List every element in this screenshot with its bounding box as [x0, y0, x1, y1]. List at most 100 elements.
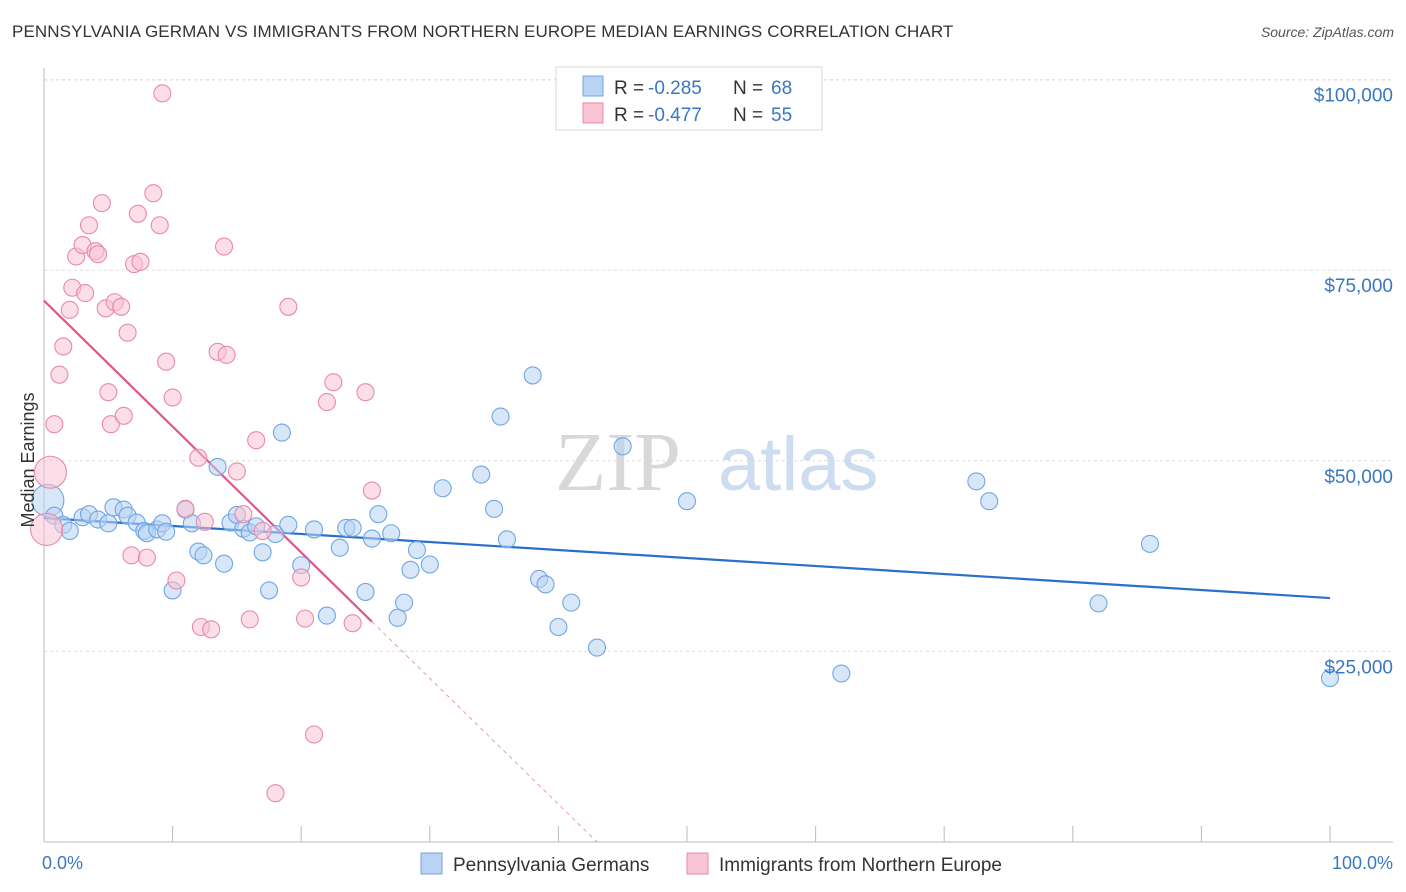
y-tick-label: $50,000 — [1324, 467, 1393, 488]
data-point — [279, 297, 298, 316]
data-point — [30, 512, 64, 546]
data-point — [613, 437, 632, 456]
y-tick-labels: $25,000 $50,000 $75,000 $100,000 — [1314, 86, 1393, 679]
data-point — [112, 297, 131, 316]
data-point — [60, 300, 79, 319]
data-point — [523, 366, 542, 385]
data-point — [305, 725, 324, 744]
data-point — [343, 518, 362, 537]
data-point — [272, 423, 291, 442]
data-point — [253, 543, 272, 562]
y-axis-label: Median Earnings — [18, 392, 38, 527]
stats-legend: R = -0.285 N = 68 R = -0.477 N = 55 — [555, 66, 823, 131]
data-point — [388, 608, 407, 627]
stats-legend-swatch-blue — [582, 75, 604, 97]
legend-label-pennsylvania-germans: Pennsylvania Germans — [453, 855, 649, 876]
stats-n-label-2: N = — [733, 105, 763, 126]
data-point — [491, 407, 510, 426]
gridlines — [44, 79, 1393, 652]
data-point — [296, 609, 315, 628]
data-point — [128, 204, 147, 223]
data-point — [214, 554, 234, 573]
x-tick-label-start: 0.0% — [42, 853, 83, 873]
stats-r-value-1: -0.285 — [648, 78, 702, 99]
data-point — [122, 546, 141, 565]
data-point — [980, 492, 999, 511]
axes — [43, 68, 1393, 843]
stats-legend-swatch-pink — [582, 102, 604, 124]
data-point — [176, 499, 195, 518]
data-point — [536, 575, 555, 594]
data-point — [832, 664, 851, 683]
data-point — [401, 560, 420, 579]
y-tick-label: $100,000 — [1314, 86, 1393, 107]
legend-label-immigrants-northern-europe: Immigrants from Northern Europe — [719, 855, 1002, 876]
data-point — [153, 84, 172, 103]
series-legend: Pennsylvania Germans Immigrants from Nor… — [420, 852, 1002, 876]
source-label: Source: ZipAtlas.com — [1260, 24, 1394, 40]
legend-swatch-pennsylvania-germans — [420, 852, 443, 875]
data-point — [163, 388, 182, 407]
data-point — [144, 184, 163, 203]
watermark: ZIP atlas — [555, 416, 879, 509]
data-point — [194, 546, 213, 565]
data-point — [45, 415, 64, 434]
data-point — [60, 521, 79, 541]
data-point — [33, 455, 67, 489]
trend-line-dashed — [371, 621, 598, 843]
data-point — [259, 581, 279, 600]
data-point — [101, 415, 120, 434]
data-point — [324, 373, 343, 392]
data-point — [76, 284, 95, 303]
data-point — [99, 514, 118, 533]
data-point — [54, 337, 73, 356]
trend-line-solid — [43, 299, 373, 623]
data-point — [549, 617, 568, 637]
data-point — [118, 323, 137, 342]
data-point — [420, 555, 439, 574]
series-immigrants-northern-europe — [30, 84, 381, 803]
trend-lines — [43, 299, 1331, 843]
data-point — [79, 216, 99, 235]
data-point — [227, 462, 246, 481]
data-point — [305, 520, 324, 539]
stats-r-label-1: R = — [614, 78, 644, 99]
data-point — [1320, 669, 1340, 688]
stats-n-value-2: 55 — [771, 105, 792, 126]
data-point — [50, 365, 69, 384]
y-tick-label: $75,000 — [1324, 276, 1393, 297]
data-point — [137, 548, 156, 567]
data-point — [1140, 534, 1160, 553]
data-point — [433, 479, 452, 498]
data-point — [562, 593, 581, 612]
stats-n-label-1: N = — [733, 78, 763, 99]
data-point — [150, 216, 169, 235]
stats-r-value-2: -0.477 — [648, 105, 702, 126]
data-point — [88, 245, 108, 264]
data-point — [407, 540, 426, 560]
data-point — [485, 499, 504, 518]
legend-swatch-immigrants-northern-europe — [686, 852, 709, 875]
data-points — [30, 84, 1340, 803]
series-pennsylvania-germans — [31, 366, 1340, 688]
data-point — [253, 521, 272, 541]
data-point — [330, 538, 349, 557]
data-point — [317, 606, 336, 625]
data-point — [382, 524, 401, 543]
data-point — [99, 383, 118, 402]
data-point — [343, 614, 362, 633]
data-point — [234, 505, 253, 524]
data-point — [292, 568, 311, 587]
data-point — [189, 448, 208, 467]
data-point — [195, 512, 214, 531]
data-point — [266, 784, 285, 803]
y-tick-label: $25,000 — [1324, 657, 1393, 678]
data-point — [356, 582, 375, 601]
data-point — [369, 505, 388, 524]
data-point — [317, 393, 336, 412]
data-point — [240, 610, 259, 629]
data-point — [214, 237, 234, 256]
data-point — [1089, 594, 1108, 613]
stats-n-value-1: 68 — [771, 78, 792, 99]
